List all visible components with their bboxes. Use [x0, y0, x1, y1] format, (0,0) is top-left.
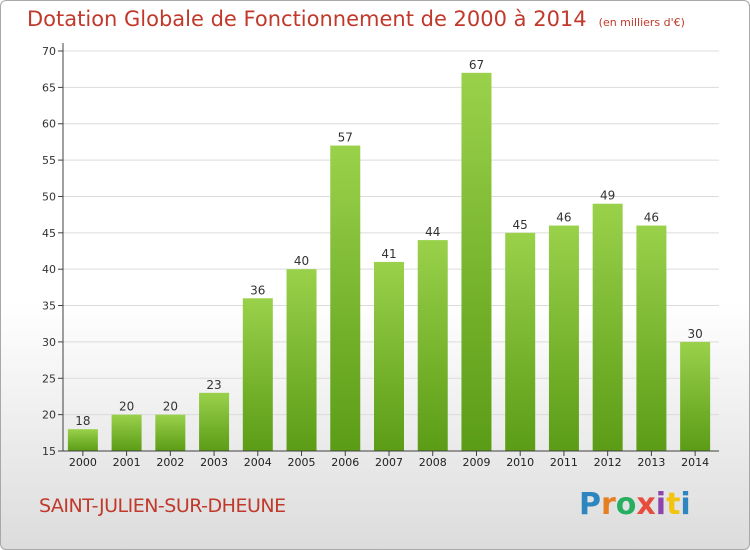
y-tick-label: 45 — [42, 227, 56, 240]
bars — [67, 72, 711, 452]
commune-name: SAINT-JULIEN-SUR-DHEUNE — [39, 495, 286, 517]
bar-2011 — [548, 225, 579, 451]
bar-2001 — [111, 414, 142, 451]
bar-2014 — [680, 341, 711, 451]
data-label: 57 — [338, 131, 353, 145]
y-tick-label: 35 — [42, 300, 56, 313]
x-tick-label: 2001 — [113, 456, 141, 469]
logo-letter: o — [615, 487, 637, 522]
x-tick-label: 2000 — [69, 456, 97, 469]
bar-2003 — [199, 392, 230, 451]
data-label: 18 — [75, 414, 90, 428]
y-tick-label: 30 — [42, 336, 56, 349]
data-label: 30 — [687, 327, 702, 341]
bar-2000 — [67, 429, 98, 451]
x-tick-label: 2008 — [419, 456, 447, 469]
x-tick-label: 2011 — [550, 456, 578, 469]
y-tick-label: 15 — [42, 445, 56, 458]
x-tick-label: 2005 — [288, 456, 316, 469]
x-tick-label: 2010 — [506, 456, 534, 469]
logo-letter: r — [601, 487, 616, 522]
bar-2006 — [330, 145, 361, 451]
y-tick-label: 65 — [42, 81, 56, 94]
data-label: 67 — [469, 58, 484, 72]
y-tick-label: 25 — [42, 372, 56, 385]
bar-2002 — [155, 414, 186, 451]
bar-2013 — [636, 225, 667, 451]
y-tick-label: 40 — [42, 263, 56, 276]
data-label: 20 — [163, 400, 178, 414]
data-label: 46 — [644, 211, 659, 225]
chart-title-block: Dotation Globale de Fonctionnement de 20… — [27, 7, 685, 31]
data-label: 45 — [513, 218, 528, 232]
x-tick-label: 2004 — [244, 456, 272, 469]
data-label: 20 — [119, 400, 134, 414]
data-label: 44 — [425, 225, 440, 239]
data-label: 40 — [294, 254, 309, 268]
y-tick-label: 70 — [42, 45, 56, 58]
x-tick-label: 2002 — [156, 456, 184, 469]
bar-2007 — [374, 261, 404, 451]
chart-title: Dotation Globale de Fonctionnement de 20… — [27, 7, 587, 31]
data-label: 46 — [556, 211, 571, 225]
x-tick-label: 2006 — [331, 456, 359, 469]
data-label: 49 — [600, 189, 615, 203]
data-label: 41 — [381, 247, 396, 261]
x-tick-label: 2007 — [375, 456, 403, 469]
proxiti-logo[interactable]: Proxiti — [579, 487, 691, 522]
bar-2010 — [505, 232, 536, 451]
bar-2012 — [592, 203, 623, 451]
x-tick-label: 2009 — [462, 456, 490, 469]
x-tick-label: 2012 — [594, 456, 622, 469]
bar-2008 — [417, 240, 448, 451]
logo-letter: P — [579, 487, 601, 522]
logo-letter: i — [655, 487, 667, 522]
logo-letter: i — [680, 487, 691, 522]
x-tick-label: 2013 — [637, 456, 665, 469]
data-label: 23 — [206, 378, 221, 392]
y-tick-label: 20 — [42, 409, 56, 422]
axes: 15 20 25 30 35 40 45 50 55 60 65 70 2000 2001 2002 2003… — [42, 43, 719, 469]
logo-letter: x — [636, 487, 656, 522]
y-tick-label: 60 — [42, 118, 56, 131]
data-labels: 18 20 20 23 36 40 57 41 44 67 45 46 49 46 30 — [75, 58, 703, 428]
bar-2004 — [242, 298, 273, 451]
logo-letter: t — [666, 487, 681, 522]
x-tick-label: 2014 — [681, 456, 709, 469]
bar-2005 — [286, 269, 317, 451]
bar-2009 — [461, 72, 492, 452]
chart-subtitle: (en milliers d'€) — [598, 16, 685, 29]
x-tick-label: 2003 — [200, 456, 228, 469]
data-label: 36 — [250, 283, 265, 297]
y-tick-label: 50 — [42, 190, 56, 203]
y-tick-label: 55 — [42, 154, 56, 167]
